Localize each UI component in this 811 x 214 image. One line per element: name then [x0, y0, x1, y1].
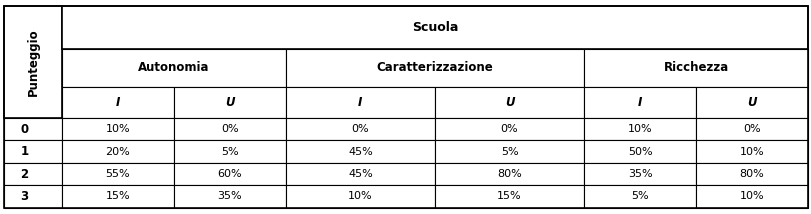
- Text: 10%: 10%: [105, 124, 130, 134]
- Text: Caratterizzazione: Caratterizzazione: [376, 61, 493, 74]
- Bar: [4, 6, 62, 118]
- Text: 5%: 5%: [221, 147, 238, 157]
- Text: 45%: 45%: [348, 169, 372, 179]
- Text: U: U: [746, 96, 756, 109]
- Text: 5%: 5%: [500, 147, 517, 157]
- Bar: [435, 87, 583, 118]
- Text: 35%: 35%: [627, 169, 651, 179]
- Text: 0%: 0%: [500, 124, 517, 134]
- Text: 20%: 20%: [105, 147, 130, 157]
- Text: 0%: 0%: [351, 124, 369, 134]
- Bar: [695, 140, 807, 163]
- Text: 15%: 15%: [105, 191, 130, 201]
- Text: 0: 0: [20, 123, 28, 136]
- Text: 2: 2: [20, 168, 28, 181]
- Text: 15%: 15%: [496, 191, 521, 201]
- Bar: [695, 163, 807, 185]
- Bar: [583, 185, 695, 208]
- Text: 1: 1: [20, 145, 28, 158]
- Bar: [174, 87, 285, 118]
- Bar: [435, 185, 583, 208]
- Text: 60%: 60%: [217, 169, 242, 179]
- Text: Ricchezza: Ricchezza: [663, 61, 727, 74]
- Text: I: I: [358, 96, 362, 109]
- Bar: [583, 163, 695, 185]
- Bar: [435, 163, 583, 185]
- Bar: [285, 163, 435, 185]
- Text: U: U: [504, 96, 513, 109]
- Bar: [62, 49, 285, 87]
- Bar: [285, 140, 435, 163]
- Text: 10%: 10%: [627, 124, 651, 134]
- Text: 0%: 0%: [221, 124, 238, 134]
- Bar: [62, 118, 174, 140]
- Bar: [4, 118, 62, 140]
- Bar: [62, 87, 174, 118]
- Text: Scuola: Scuola: [411, 21, 457, 34]
- Bar: [583, 87, 695, 118]
- Text: Autonomia: Autonomia: [138, 61, 209, 74]
- Text: 35%: 35%: [217, 191, 242, 201]
- Text: I: I: [115, 96, 120, 109]
- Bar: [285, 185, 435, 208]
- Bar: [174, 118, 285, 140]
- Bar: [285, 87, 435, 118]
- Bar: [583, 140, 695, 163]
- Bar: [62, 163, 174, 185]
- Bar: [695, 87, 807, 118]
- Bar: [62, 140, 174, 163]
- Bar: [62, 6, 807, 49]
- Bar: [435, 140, 583, 163]
- Text: 3: 3: [20, 190, 28, 203]
- Bar: [695, 185, 807, 208]
- Text: 5%: 5%: [630, 191, 648, 201]
- Text: I: I: [637, 96, 642, 109]
- Text: 55%: 55%: [105, 169, 130, 179]
- Bar: [174, 140, 285, 163]
- Text: Punteggio: Punteggio: [27, 28, 40, 96]
- Text: 10%: 10%: [348, 191, 372, 201]
- Text: 10%: 10%: [739, 191, 763, 201]
- Bar: [62, 185, 174, 208]
- Text: 80%: 80%: [496, 169, 521, 179]
- Bar: [4, 163, 62, 185]
- Text: 80%: 80%: [739, 169, 763, 179]
- Bar: [583, 49, 807, 87]
- Text: 50%: 50%: [627, 147, 651, 157]
- Text: U: U: [225, 96, 234, 109]
- Bar: [285, 49, 583, 87]
- Bar: [695, 118, 807, 140]
- Bar: [4, 185, 62, 208]
- Bar: [174, 185, 285, 208]
- Bar: [285, 118, 435, 140]
- Text: 45%: 45%: [348, 147, 372, 157]
- Bar: [174, 163, 285, 185]
- Text: 0%: 0%: [742, 124, 760, 134]
- Bar: [583, 118, 695, 140]
- Bar: [435, 118, 583, 140]
- Bar: [4, 140, 62, 163]
- Text: 10%: 10%: [739, 147, 763, 157]
